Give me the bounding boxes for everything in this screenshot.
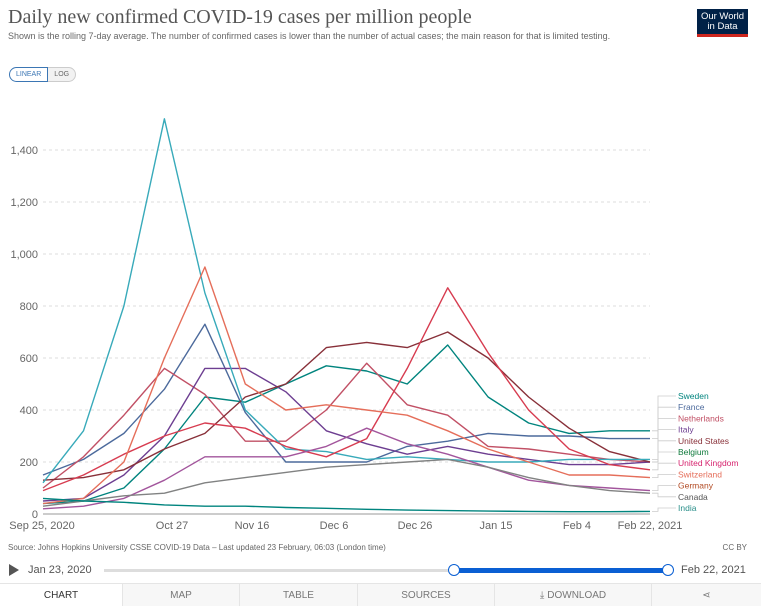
legend-connector: [652, 440, 676, 463]
y-tick-label: 400: [20, 405, 38, 417]
legend-connector: [652, 462, 676, 471]
tab-chart[interactable]: CHART: [0, 584, 122, 606]
x-tick-label: Nov 16: [235, 520, 270, 532]
y-tick-label: 0: [32, 509, 38, 521]
x-tick-label: Oct 27: [156, 520, 188, 532]
legend-connector: [652, 418, 676, 463]
series-line: [42, 287, 651, 492]
y-tick-label: 1,400: [10, 145, 38, 157]
timeline-track[interactable]: [104, 569, 669, 572]
legend-label: France: [678, 402, 705, 412]
legend-label: Sweden: [678, 391, 709, 401]
legend-connector: [652, 492, 676, 498]
timeline-start-label: Jan 23, 2020: [28, 564, 92, 576]
x-tick-label: Jan 15: [479, 520, 512, 532]
legend-connector: [652, 395, 676, 432]
source-note: Source: Johns Hopkins University CSSE CO…: [8, 543, 386, 552]
timeline-end-handle[interactable]: [662, 564, 674, 576]
series-line: [42, 427, 651, 510]
linear-scale-button[interactable]: LINEAR: [9, 67, 49, 82]
legend-label: Italy: [678, 425, 694, 435]
tab-sources[interactable]: SOURCES: [357, 584, 494, 606]
tab-share[interactable]: ⋖: [651, 584, 761, 606]
legend-connector: [652, 451, 676, 460]
owid-logo[interactable]: Our World in Data: [697, 9, 748, 37]
series-line: [42, 331, 651, 481]
chart-subtitle: Shown is the rolling 7-day average. The …: [8, 31, 611, 41]
legend-connector: [652, 474, 676, 478]
series-line: [42, 497, 651, 513]
legend-connector: [652, 507, 676, 512]
x-tick-label: Dec 26: [398, 520, 433, 532]
x-tick-label: Sep 25, 2020: [9, 520, 74, 532]
tab-map[interactable]: MAP: [122, 584, 239, 606]
legend-label: Canada: [678, 492, 708, 502]
x-tick-label: Feb 4: [563, 520, 591, 532]
timeline-start-handle[interactable]: [448, 564, 461, 576]
x-tick-label: Feb 22, 2021: [618, 520, 683, 532]
license-label[interactable]: CC BY: [722, 543, 747, 552]
timeline-selected-range: [454, 568, 668, 573]
series-line: [42, 362, 651, 489]
logo-line-1: Our World: [700, 11, 745, 22]
x-tick-label: Dec 6: [320, 520, 349, 532]
series-line: [42, 344, 650, 505]
tab-bar: CHART MAP TABLE SOURCES ⤓ DOWNLOAD ⋖: [0, 583, 761, 606]
play-icon[interactable]: [9, 564, 19, 576]
legend-label: Germany: [678, 481, 714, 491]
legend-label: Belgium: [678, 447, 709, 457]
tab-download-label: DOWNLOAD: [547, 589, 607, 601]
logo-line-2: in Data: [707, 21, 738, 32]
download-icon: ⤓: [539, 589, 545, 601]
tab-table[interactable]: TABLE: [239, 584, 357, 606]
log-scale-button[interactable]: LOG: [48, 67, 77, 82]
series-line: [42, 118, 650, 484]
line-chart: 0 200 400 600 800 1,000 1,200 1,400 Sep 25, 202…: [9, 118, 738, 532]
legend-connector: [652, 429, 676, 463]
series-line: [42, 266, 651, 505]
legend-label: United States: [678, 436, 729, 446]
tab-download[interactable]: ⤓ DOWNLOAD: [494, 584, 651, 606]
y-tick-label: 1,000: [10, 249, 38, 261]
share-icon: ⋖: [702, 589, 711, 601]
series-line: [42, 458, 651, 507]
legend-label: India: [678, 503, 697, 513]
y-tick-label: 600: [20, 353, 38, 365]
legend-label: Switzerland: [678, 469, 722, 479]
scale-toggle: LINEAR LOG: [9, 67, 77, 82]
timeline-end-label: Feb 22, 2021: [681, 564, 746, 576]
chart-title: Daily new confirmed COVID-19 cases per m…: [8, 6, 472, 28]
y-tick-label: 200: [20, 457, 38, 469]
legend-label: Netherlands: [678, 413, 724, 423]
legend-label: United Kingdom: [678, 458, 738, 468]
y-tick-label: 800: [20, 301, 38, 313]
legend-connector: [652, 406, 676, 439]
y-tick-label: 1,200: [10, 197, 38, 209]
legend-connector: [652, 485, 676, 491]
